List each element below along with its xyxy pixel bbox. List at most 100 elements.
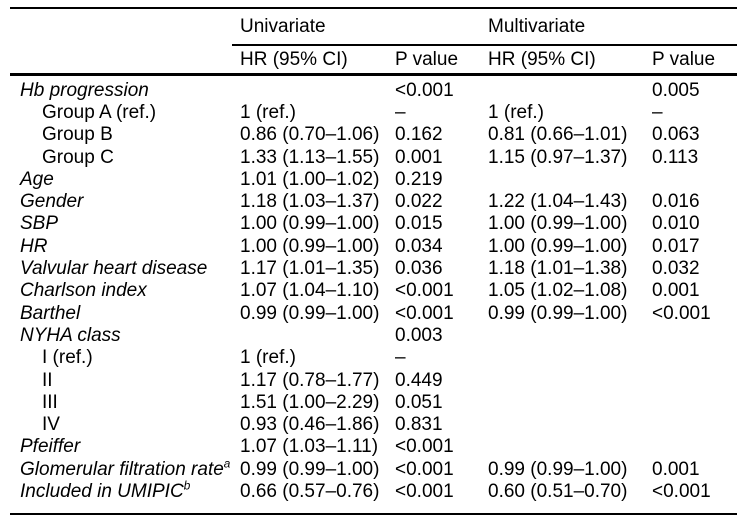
table-header: Univariate Multivariate HR (95% CI) P va… <box>10 8 738 76</box>
table-row: Group A (ref.) 1 (ref.) – 1 (ref.) – <box>10 102 737 124</box>
cell-multivariate-p: 0.016 <box>652 191 700 213</box>
regression-results-table: Univariate Multivariate HR (95% CI) P va… <box>10 7 738 515</box>
cell-univariate-p: 0.831 <box>395 414 443 436</box>
cell-univariate-hr: 1 (ref.) <box>240 347 296 369</box>
col-header-multivariate-p-value: P value <box>652 45 738 76</box>
cell-multivariate-hr <box>488 437 652 459</box>
row-label-text: Included in UMIPIC <box>20 481 184 503</box>
cell-multivariate-hr: 1.18 (1.01–1.38) <box>488 258 628 280</box>
row-label-cell: Charlson index <box>10 280 232 303</box>
col-header-univariate-hr-ci: HR (95% CI) <box>232 45 395 76</box>
cell-multivariate-p: 0.005 <box>652 79 700 101</box>
row-label-text: NYHA class <box>20 324 121 346</box>
cell-multivariate-p: – <box>652 102 663 123</box>
cell-multivariate-p: 0.113 <box>652 146 699 168</box>
row-label-text: Age <box>20 168 54 190</box>
row-label-cell: Group A (ref.) <box>10 102 232 124</box>
row-label-cell: I (ref.) <box>10 347 232 370</box>
col-header-multivariate-hr-ci: HR (95% CI) <box>488 45 653 76</box>
cell-multivariate-p: 0.063 <box>652 124 700 146</box>
cell-univariate-hr: 1.07 (1.04–1.10) <box>240 280 380 302</box>
cell-multivariate-hr: 1.05 (1.02–1.08) <box>488 280 628 302</box>
row-label-footnote-marker: a <box>223 457 231 471</box>
table-row: Group C 1.33 (1.13–1.55) 0.001 1.15 (0.97–1… <box>10 147 737 169</box>
cell-univariate-p: – <box>395 102 406 123</box>
row-label-text: Pfeiffer <box>20 436 81 458</box>
cell-multivariate-hr <box>488 169 652 191</box>
table-row: IV 0.93 (0.46–1.86) 0.831 <box>10 414 737 436</box>
cell-multivariate-hr: 1.15 (0.97–1.37) <box>488 146 628 168</box>
cell-univariate-hr <box>232 75 395 103</box>
cell-multivariate-p: <0.001 <box>652 481 711 503</box>
cell-univariate-p: 0.003 <box>395 324 443 346</box>
cell-multivariate-hr <box>488 348 652 370</box>
cell-univariate-hr: 1.00 (0.99–1.00) <box>240 213 380 235</box>
row-label-text: IV <box>42 414 60 436</box>
cell-multivariate-p: 0.001 <box>652 280 700 302</box>
cell-univariate-hr: 0.99 (0.99–1.00) <box>240 302 380 324</box>
cell-univariate-p: 0.022 <box>395 191 443 213</box>
row-label-text: I (ref.) <box>42 347 93 369</box>
cell-univariate-hr: 1.17 (1.01–1.35) <box>240 258 380 280</box>
cell-univariate-p: 0.162 <box>395 124 443 146</box>
cell-multivariate-hr: 0.99 (0.99–1.00) <box>488 458 628 480</box>
row-label-text: Group C <box>42 146 114 168</box>
cell-univariate-p: <0.001 <box>395 280 454 302</box>
row-label-cell: Pfeiffer <box>10 437 232 459</box>
cell-univariate-p: <0.001 <box>395 481 454 503</box>
row-label-cell: Gender <box>10 191 232 213</box>
row-label-footnote-marker: b <box>183 479 191 493</box>
row-label-text: Hb progression <box>20 79 149 101</box>
table-row: Gender 1.18 (1.03–1.37) 0.022 1.22 (1.04–1.… <box>10 191 737 213</box>
cell-multivariate-p: 0.010 <box>652 213 700 235</box>
row-label-cell: III <box>10 392 232 414</box>
cell-univariate-hr: 1.01 (1.00–1.02) <box>240 168 380 190</box>
cell-multivariate-p <box>652 370 737 392</box>
row-label-cell: SBP <box>10 214 232 236</box>
cell-univariate-hr: 1.18 (1.03–1.37) <box>240 191 380 213</box>
cell-multivariate-hr <box>488 392 652 414</box>
cell-multivariate-p <box>652 348 737 370</box>
cell-univariate-hr: 1.33 (1.13–1.55) <box>240 146 380 168</box>
cell-multivariate-p <box>652 437 737 459</box>
row-label-cell: Group C <box>10 147 232 169</box>
table-row: Group B 0.86 (0.70–1.06) 0.162 0.81 (0.66–1… <box>10 124 737 147</box>
row-label-text: Gender <box>20 191 84 213</box>
row-label-cell: II <box>10 370 232 392</box>
cell-univariate-p: 0.034 <box>395 235 443 257</box>
table-row: SBP 1.00 (0.99–1.00) 0.015 1.00 (0.99–1.00)… <box>10 213 737 236</box>
cell-multivariate-p: 0.017 <box>652 235 700 257</box>
cell-multivariate-p <box>652 169 737 191</box>
cell-multivariate-hr: 0.60 (0.51–0.70) <box>488 481 628 503</box>
row-label-cell: Glomerular filtration ratea <box>10 457 232 481</box>
row-label-cell: Included in UMIPICb <box>10 479 232 513</box>
row-label-cell: Barthel <box>10 303 232 325</box>
row-label-text: Glomerular filtration rate <box>20 458 224 480</box>
cell-multivariate-p: 0.001 <box>652 458 700 480</box>
group-header-row: Univariate Multivariate <box>10 8 738 46</box>
table-row: I (ref.) 1 (ref.) – <box>10 347 737 370</box>
cell-multivariate-p <box>652 392 737 414</box>
cell-univariate-hr: 1.17 (0.78–1.77) <box>240 369 380 391</box>
cell-univariate-hr: 0.66 (0.57–0.76) <box>240 481 380 503</box>
row-label-cell: HR <box>10 236 232 258</box>
row-label-cell: Valvular heart disease <box>10 258 232 280</box>
corner-empty-cell <box>10 8 232 45</box>
row-label-text: Group B <box>42 124 113 146</box>
row-label-cell: IV <box>10 414 232 436</box>
cell-univariate-p: – <box>395 347 406 369</box>
cell-univariate-hr: 0.86 (0.70–1.06) <box>240 124 380 146</box>
cell-multivariate-hr: 1.22 (1.04–1.43) <box>488 191 628 213</box>
row-label-text: Charlson index <box>20 280 147 302</box>
row-label-cell: Group B <box>10 124 232 147</box>
cell-multivariate-hr <box>488 414 652 436</box>
cell-univariate-p: 0.051 <box>395 391 443 413</box>
cell-univariate-hr: 1.07 (1.03–1.11) <box>240 436 379 458</box>
cell-multivariate-hr <box>488 325 652 347</box>
cell-univariate-p: <0.001 <box>395 458 454 480</box>
empty-subheader-cell <box>10 45 232 76</box>
row-label-text: Group A (ref.) <box>42 102 157 123</box>
table-row: HR 1.00 (0.99–1.00) 0.034 1.00 (0.99–1.00) 0… <box>10 236 737 258</box>
row-label-cell: NYHA class <box>10 325 232 347</box>
